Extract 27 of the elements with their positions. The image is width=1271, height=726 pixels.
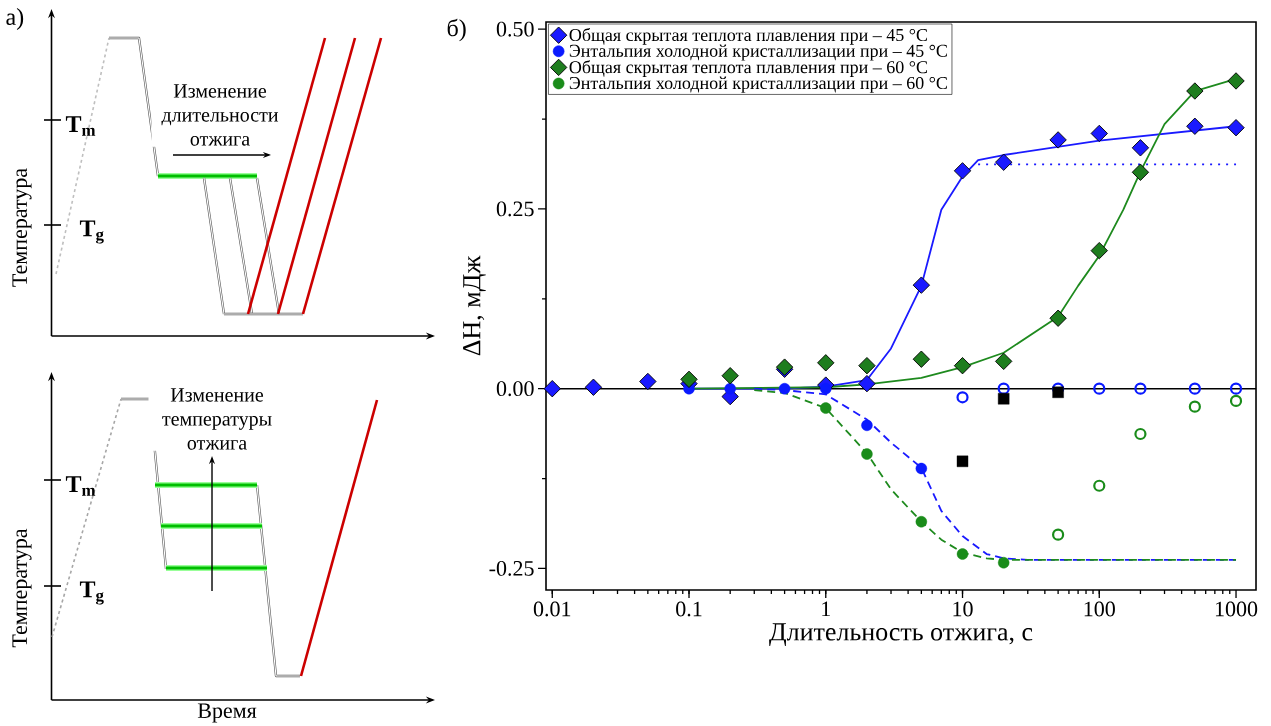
y-tick-label: 0.25 (496, 201, 534, 217)
legend-label: Общая скрытая теплота плавления при – 45 °C (569, 28, 927, 45)
text: T$_{m}$ (65, 476, 96, 496)
x-tick-label: 1000 (1215, 601, 1258, 617)
y-tick-label: -0.25 (489, 560, 534, 576)
y-axis-title: ΔH, мДж (463, 255, 486, 356)
text: Изменение температуры отжига (162, 388, 272, 450)
text: Изменение длительности отжига (161, 84, 279, 146)
y-tick-label: 0.00 (496, 381, 534, 397)
text: T$_{g}$ (79, 220, 104, 244)
text: Температура (12, 168, 32, 287)
x-tick-label: 0.01 (533, 601, 571, 617)
text: T$_{g}$ (79, 581, 104, 605)
x-tick-label: 1 (822, 601, 830, 617)
x-axis-title: Длительность отжига, с (769, 623, 1033, 646)
legend-label: Общая скрытая теплота плавления при – 60 °C (569, 60, 927, 77)
x-tick-label: 0.1 (676, 601, 702, 617)
chart-title: б) (447, 18, 466, 42)
legend-label: Энтальпия холодной кристаллизации при – 60 °C (569, 76, 947, 93)
text: Температура (12, 528, 32, 648)
x-tick-label: 100 (1084, 601, 1115, 617)
text: Время (197, 703, 257, 723)
y-tick-label: 0.50 (496, 21, 534, 37)
legend-label: Энтальпия холодной кристаллизации при – 45 °C (569, 44, 947, 61)
x-tick-label: 10 (953, 601, 973, 617)
text: T$_{m}$ (65, 116, 96, 136)
text: а) (6, 8, 24, 30)
